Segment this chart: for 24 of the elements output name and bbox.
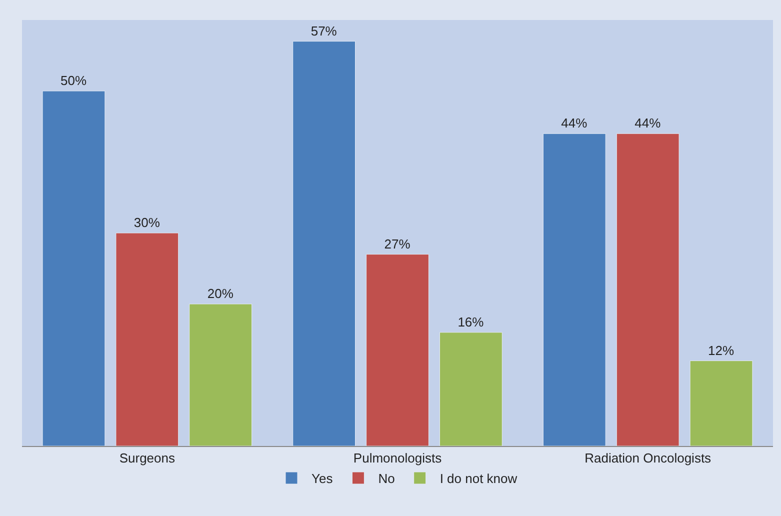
data-label: 16% bbox=[458, 314, 484, 330]
data-label: 27% bbox=[384, 236, 411, 252]
bar bbox=[542, 133, 606, 446]
data-label: 50% bbox=[60, 73, 87, 88]
bar bbox=[616, 133, 680, 446]
data-label: 30% bbox=[134, 215, 160, 230]
legend-label: Yes bbox=[312, 471, 334, 486]
bar bbox=[439, 332, 502, 446]
x-tick-label: Pulmonologists bbox=[353, 450, 442, 466]
data-label: 20% bbox=[207, 286, 234, 301]
data-label: 12% bbox=[708, 342, 734, 358]
x-tick-label: Surgeons bbox=[119, 450, 176, 466]
bar bbox=[690, 360, 753, 446]
legend-label: No bbox=[378, 471, 395, 486]
bar bbox=[189, 304, 252, 446]
bar bbox=[292, 41, 356, 446]
data-label: 44% bbox=[561, 116, 588, 131]
bar bbox=[366, 254, 429, 446]
x-tick-label: Radiation Oncologists bbox=[584, 450, 712, 466]
data-label: 44% bbox=[634, 116, 662, 131]
bar bbox=[116, 232, 179, 446]
data-label: 57% bbox=[310, 23, 338, 38]
bar bbox=[42, 90, 106, 446]
legend-label: I do not know bbox=[440, 471, 518, 486]
